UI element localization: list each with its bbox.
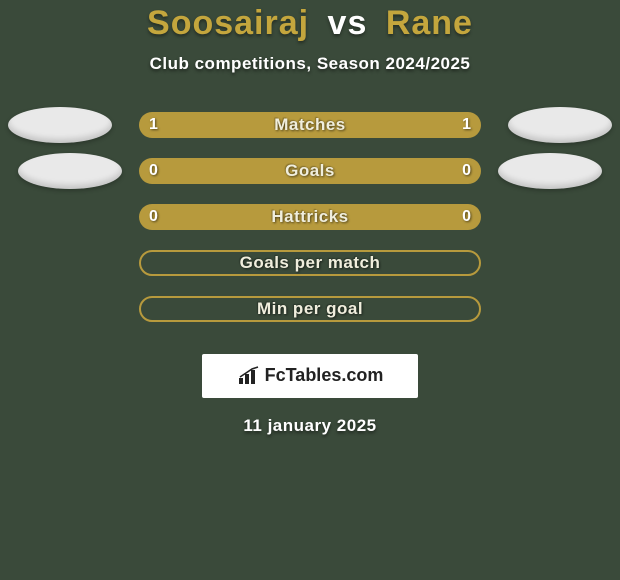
stat-label: Goals — [285, 161, 335, 181]
page-title: Soosairaj vs Rane — [0, 0, 620, 42]
avatar-left — [18, 153, 122, 189]
logo-box[interactable]: FcTables.com — [202, 354, 418, 398]
stat-value-right: 0 — [462, 162, 471, 180]
stat-label: Matches — [274, 115, 346, 135]
stat-label: Goals per match — [240, 253, 381, 273]
stat-value-left: 1 — [149, 116, 158, 134]
stat-pill: Goals per match — [139, 250, 481, 276]
avatar-right — [508, 107, 612, 143]
bars-icon — [237, 366, 261, 386]
stat-pill: Min per goal — [139, 296, 481, 322]
stat-value-left: 0 — [149, 208, 158, 226]
stat-row: Goals per match — [0, 240, 620, 286]
title-vs: vs — [328, 4, 368, 42]
stat-label: Hattricks — [271, 207, 348, 227]
stat-label: Min per goal — [257, 299, 363, 319]
stat-rows: 1 1 Matches 0 0 Goals 0 0 Hattricks Goals per mat… — [0, 102, 620, 332]
title-player-right: Rane — [386, 4, 473, 42]
avatar-right — [498, 153, 602, 189]
stat-row: Min per goal — [0, 286, 620, 332]
footer-date: 11 january 2025 — [0, 416, 620, 436]
stat-row: 1 1 Matches — [0, 102, 620, 148]
logo: FcTables.com — [237, 365, 384, 386]
subtitle: Club competitions, Season 2024/2025 — [0, 54, 620, 74]
stat-pill: 0 0 Hattricks — [139, 204, 481, 230]
stat-pill: 1 1 Matches — [139, 112, 481, 138]
logo-text: FcTables.com — [265, 365, 384, 386]
stat-value-left: 0 — [149, 162, 158, 180]
stat-row: 0 0 Goals — [0, 148, 620, 194]
comparison-card: Soosairaj vs Rane Club competitions, Sea… — [0, 0, 620, 580]
title-player-left: Soosairaj — [147, 4, 309, 42]
avatar-left — [8, 107, 112, 143]
stat-value-right: 0 — [462, 208, 471, 226]
stat-pill: 0 0 Goals — [139, 158, 481, 184]
stat-value-right: 1 — [462, 116, 471, 134]
stat-row: 0 0 Hattricks — [0, 194, 620, 240]
